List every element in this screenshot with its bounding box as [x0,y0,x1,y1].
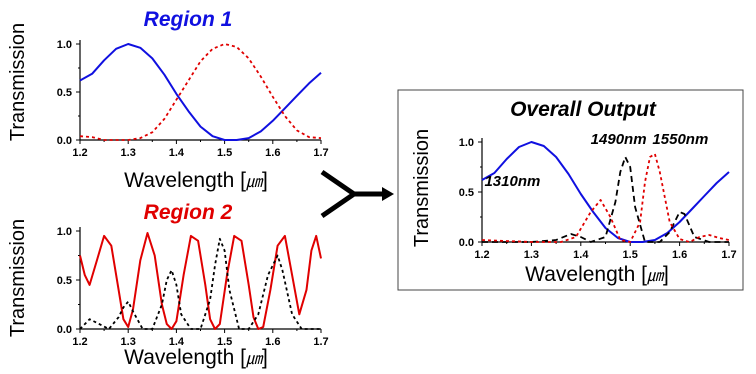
y-tick-label: 0.0 [57,324,72,336]
x-tick-label: 1.6 [265,336,280,348]
y-tick-label: 1.0 [459,137,474,149]
series-line-1 [79,43,322,141]
series-line-2 [79,237,321,330]
x-tick-label: 1.4 [169,147,185,159]
x-tick-label: 1.2 [72,336,87,348]
series-line-2 [482,156,729,243]
x-tick-label: 1.5 [623,249,638,261]
overall-output-box [397,89,744,291]
overall-output-chart: Overall Output Transmission Wavelength [… [411,98,737,286]
y-tick-label: 1.0 [57,39,72,51]
region-2-title: Region 2 [144,201,233,224]
x-tick-label: 1.3 [121,147,136,159]
region-1-title: Region 1 [144,8,233,31]
y-tick-label: 0.5 [57,275,72,287]
y-tick-label: 0.0 [57,135,72,147]
x-tick-label: 1.3 [524,249,539,261]
x-tick-label: 1.7 [313,336,328,348]
x-tick-label: 1.6 [265,147,280,159]
region-1-xlabel: Wavelength [㎛] [124,169,268,192]
overall-output-ylabel: Transmission [411,129,433,247]
x-tick-label: 1.6 [672,249,687,261]
x-tick-label: 1.4 [169,336,185,348]
region-2-ylabel: Transmission [7,219,29,337]
x-tick-label: 1.5 [217,336,232,348]
x-tick-label: 1.2 [72,147,87,159]
y-tick-label: 0.5 [459,187,474,199]
x-tick-label: 1.5 [217,147,232,159]
series-line-1 [481,141,730,243]
overall-output-title: Overall Output [510,98,657,121]
annotation-label: 1310nm [484,173,540,190]
overall-output-xlabel: Wavelength [㎛] [525,263,669,286]
region-2-chart: Region 2 Transmission Wavelength [㎛] 1.2… [7,201,329,369]
region-1-ylabel: Transmission [7,23,29,141]
y-tick-label: 0.0 [459,237,474,249]
annotation-label: 1550nm [652,131,708,148]
x-tick-label: 1.2 [474,249,489,261]
region-1-chart: Region 1 Transmission Wavelength [㎛] 1.2… [7,8,329,192]
x-tick-label: 1.4 [573,249,589,261]
y-tick-label: 0.5 [57,87,72,99]
merge-arrow-icon [320,169,394,219]
series-line-3 [481,153,730,243]
series-line-1 [79,232,322,330]
x-tick-label: 1.3 [121,336,136,348]
y-tick-label: 1.0 [57,226,72,238]
region-2-xlabel: Wavelength [㎛] [124,346,268,369]
x-tick-label: 1.7 [313,147,328,159]
annotation-label: 1490nm [591,131,647,148]
x-tick-label: 1.7 [721,249,736,261]
